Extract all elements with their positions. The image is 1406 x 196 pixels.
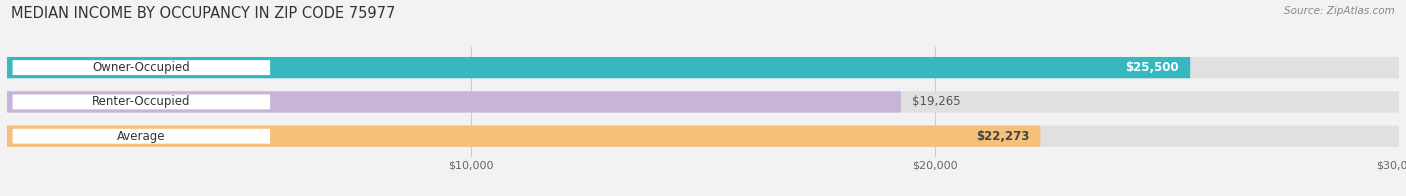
FancyBboxPatch shape bbox=[7, 57, 1399, 78]
FancyBboxPatch shape bbox=[13, 60, 270, 75]
FancyBboxPatch shape bbox=[7, 91, 1399, 113]
FancyBboxPatch shape bbox=[7, 126, 1399, 147]
FancyBboxPatch shape bbox=[13, 94, 270, 109]
Text: $19,265: $19,265 bbox=[912, 95, 960, 108]
Text: $22,273: $22,273 bbox=[976, 130, 1029, 143]
FancyBboxPatch shape bbox=[13, 129, 270, 144]
Text: $25,500: $25,500 bbox=[1125, 61, 1180, 74]
Text: Average: Average bbox=[117, 130, 166, 143]
Text: MEDIAN INCOME BY OCCUPANCY IN ZIP CODE 75977: MEDIAN INCOME BY OCCUPANCY IN ZIP CODE 7… bbox=[11, 6, 395, 21]
FancyBboxPatch shape bbox=[7, 91, 901, 113]
FancyBboxPatch shape bbox=[7, 57, 1191, 78]
Text: Owner-Occupied: Owner-Occupied bbox=[93, 61, 190, 74]
Text: Source: ZipAtlas.com: Source: ZipAtlas.com bbox=[1284, 6, 1395, 16]
FancyBboxPatch shape bbox=[7, 126, 1040, 147]
Text: Renter-Occupied: Renter-Occupied bbox=[93, 95, 191, 108]
